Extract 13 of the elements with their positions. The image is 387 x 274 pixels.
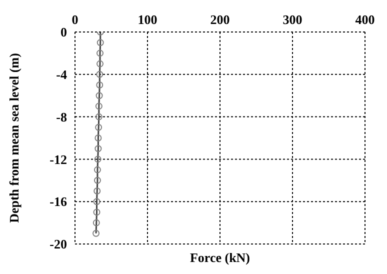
- x-tick-label: 400: [355, 12, 375, 27]
- x-tick-label: 200: [210, 12, 230, 27]
- y-tick-label: 0: [60, 24, 67, 40]
- x-axis-title: Force (kN): [188, 250, 252, 266]
- x-tick-label: 0: [72, 12, 78, 27]
- y-tick-label: -20: [50, 236, 67, 252]
- y-tick-label: -4: [56, 67, 68, 82]
- x-tick-label: 300: [282, 12, 302, 27]
- y-tick-label: -16: [50, 194, 68, 210]
- y-axis-title: Depth from mean sea level (m): [6, 53, 22, 223]
- x-tick-label: 100: [138, 12, 158, 27]
- y-tick-label: -12: [50, 152, 67, 167]
- y-tick-label: -8: [56, 109, 68, 124]
